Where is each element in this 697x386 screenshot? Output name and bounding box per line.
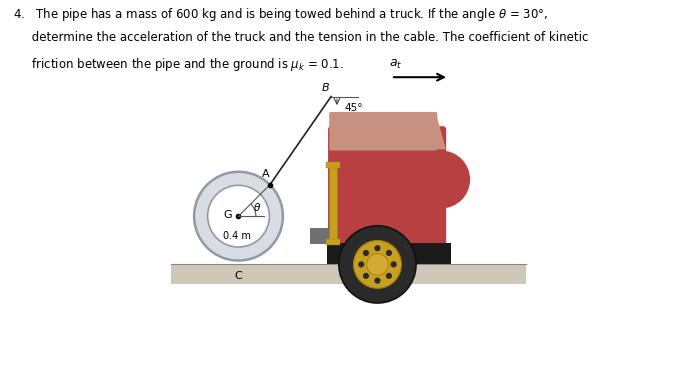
Bar [171, 264, 526, 284]
FancyBboxPatch shape [329, 112, 437, 151]
Circle shape [363, 273, 369, 279]
Bar [328, 243, 451, 264]
Circle shape [358, 261, 365, 267]
Text: $\theta$: $\theta$ [253, 201, 261, 213]
Text: 45°: 45° [344, 103, 363, 113]
Circle shape [374, 245, 381, 251]
Polygon shape [404, 114, 445, 149]
Bar [326, 239, 340, 245]
Circle shape [194, 172, 283, 261]
Circle shape [208, 185, 269, 247]
Text: C: C [235, 271, 243, 281]
Text: B: B [321, 83, 329, 93]
Text: $a_t$: $a_t$ [389, 58, 402, 71]
Circle shape [367, 254, 388, 275]
Text: friction between the pipe and the ground is $\mu_k$ = 0.1.: friction between the pipe and the ground… [13, 56, 344, 73]
Circle shape [374, 278, 381, 284]
Text: 0.4 m: 0.4 m [222, 231, 250, 241]
Text: 4.   The pipe has a mass of 600 kg and is being towed behind a truck. If the ang: 4. The pipe has a mass of 600 kg and is … [13, 6, 548, 23]
FancyBboxPatch shape [328, 126, 446, 248]
Bar [326, 162, 340, 168]
Circle shape [412, 151, 470, 208]
Bar [310, 228, 331, 243]
Text: A: A [262, 169, 270, 179]
Text: G: G [223, 210, 231, 220]
Text: determine the acceleration of the truck and the tension in the cable. The coeffi: determine the acceleration of the truck … [13, 31, 588, 44]
Circle shape [386, 273, 392, 279]
Circle shape [339, 226, 416, 303]
Circle shape [386, 250, 392, 256]
Bar [329, 166, 337, 243]
Circle shape [390, 261, 397, 267]
Circle shape [353, 240, 401, 288]
Circle shape [363, 250, 369, 256]
